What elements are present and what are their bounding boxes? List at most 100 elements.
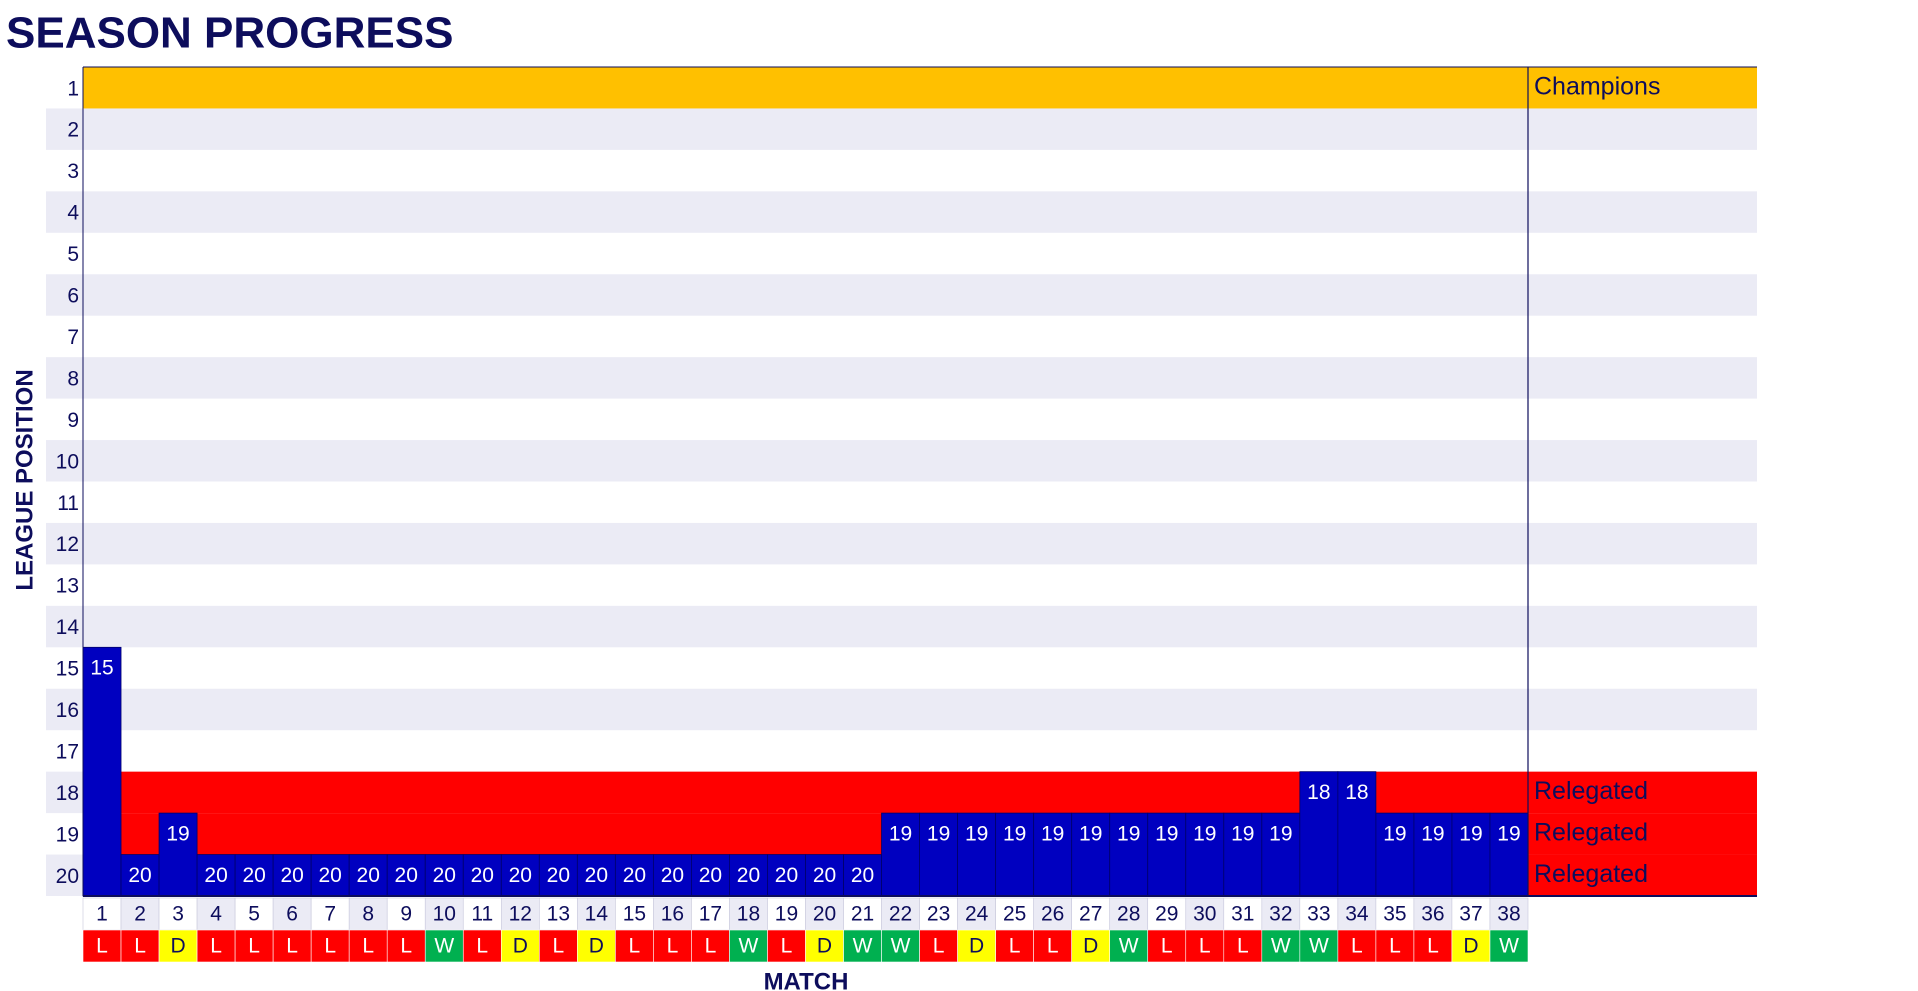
bar-label: 20 xyxy=(318,864,341,887)
match-cell xyxy=(957,897,996,931)
result-cell xyxy=(82,929,122,963)
result-label: W xyxy=(1271,935,1291,958)
y-tick-label: 9 xyxy=(67,409,79,432)
result-label: W xyxy=(1499,935,1519,958)
result-label: L xyxy=(134,935,146,958)
x-tick-label: 24 xyxy=(965,903,989,926)
x-tick-label: 15 xyxy=(623,903,646,926)
y-tick-label: 13 xyxy=(56,575,79,598)
result-cell xyxy=(310,929,350,963)
zone-band xyxy=(83,67,1757,109)
bar xyxy=(500,854,540,897)
x-tick-label: 8 xyxy=(362,903,374,926)
match-cell xyxy=(1489,897,1529,931)
bar-label: 20 xyxy=(242,864,265,887)
row-stripe xyxy=(46,522,1757,565)
x-tick-label: 25 xyxy=(1003,903,1026,926)
match-cell xyxy=(577,897,616,931)
bar xyxy=(1261,812,1301,897)
y-axis-label: LEAGUE POSITION xyxy=(11,369,38,590)
bar-label: 20 xyxy=(585,864,608,887)
bar-label: 19 xyxy=(927,822,950,845)
result-label: L xyxy=(705,935,717,958)
zone-label: Relegated xyxy=(1534,777,1648,805)
y-tick-label: 2 xyxy=(67,119,79,142)
y-tick-label: 10 xyxy=(56,450,79,473)
y-tick-label: 7 xyxy=(67,326,79,349)
x-tick-label: 10 xyxy=(433,903,456,926)
x-tick-label: 31 xyxy=(1231,903,1254,926)
row-stripe xyxy=(46,688,1757,731)
bar xyxy=(1489,812,1529,897)
x-tick-label: 11 xyxy=(471,903,493,926)
x-tick-label: 16 xyxy=(661,903,684,926)
match-cell xyxy=(272,897,312,931)
y-tick-label: 18 xyxy=(56,782,79,805)
match-cell xyxy=(120,897,160,931)
result-cell xyxy=(881,929,920,963)
x-tick-label: 29 xyxy=(1155,903,1178,926)
bar-label: 19 xyxy=(166,822,189,845)
y-tick-label: 11 xyxy=(57,492,79,515)
bar xyxy=(652,854,692,897)
bar xyxy=(729,854,768,897)
row-stripe xyxy=(46,440,1757,482)
bar xyxy=(1299,771,1339,897)
x-tick-label: 35 xyxy=(1383,903,1406,926)
bar-label: 19 xyxy=(1117,822,1140,845)
zone-label: Relegated xyxy=(1534,818,1648,846)
zone-band xyxy=(83,771,1757,814)
result-label: L xyxy=(1389,935,1401,958)
bar-label: 20 xyxy=(204,864,227,887)
zone-label: Relegated xyxy=(1534,860,1648,888)
x-tick-label: 18 xyxy=(737,903,760,926)
bar xyxy=(1109,812,1149,897)
bar-label: 20 xyxy=(395,864,418,887)
x-tick-label: 4 xyxy=(210,903,222,926)
result-label: D xyxy=(170,935,185,958)
bar xyxy=(1413,812,1453,897)
result-cell xyxy=(462,929,502,963)
result-label: L xyxy=(362,935,374,958)
bar-label: 20 xyxy=(623,864,646,887)
row-stripe xyxy=(46,191,1757,233)
bar-label: 19 xyxy=(1041,822,1064,845)
x-tick-label: 27 xyxy=(1079,903,1102,926)
result-cell xyxy=(1337,929,1377,963)
match-cell xyxy=(881,897,920,931)
result-label: L xyxy=(400,935,412,958)
bar xyxy=(310,854,350,897)
result-cell xyxy=(539,929,578,963)
bar-label: 19 xyxy=(889,822,912,845)
bar-label: 19 xyxy=(1003,822,1026,845)
result-label: L xyxy=(286,935,298,958)
zone-label: Champions xyxy=(1534,72,1660,100)
match-cell xyxy=(1261,897,1301,931)
result-label: D xyxy=(513,935,528,958)
result-label: W xyxy=(434,935,454,958)
x-tick-label: 5 xyxy=(248,903,260,926)
result-cell xyxy=(577,929,616,963)
row-stripe xyxy=(46,605,1757,648)
bar-label: 20 xyxy=(357,864,380,887)
result-label: L xyxy=(933,935,945,958)
result-cell xyxy=(500,929,540,963)
bar-label: 19 xyxy=(965,822,988,845)
result-label: D xyxy=(589,935,604,958)
result-cell xyxy=(1033,929,1072,963)
x-tick-label: 28 xyxy=(1117,903,1140,926)
bar xyxy=(995,812,1035,897)
result-label: L xyxy=(248,935,260,958)
x-tick-label: 6 xyxy=(286,903,298,926)
result-cell xyxy=(1261,929,1301,963)
y-tick-label: 20 xyxy=(56,865,79,888)
y-tick-label: 3 xyxy=(67,160,79,183)
match-cell xyxy=(843,897,882,931)
x-tick-label: 33 xyxy=(1307,903,1330,926)
row-stripe xyxy=(46,108,1757,150)
x-tick-label: 17 xyxy=(699,903,722,926)
result-cell xyxy=(1299,929,1339,963)
bar-label: 19 xyxy=(1459,822,1482,845)
match-cell xyxy=(1451,897,1491,931)
match-cell xyxy=(1375,897,1415,931)
